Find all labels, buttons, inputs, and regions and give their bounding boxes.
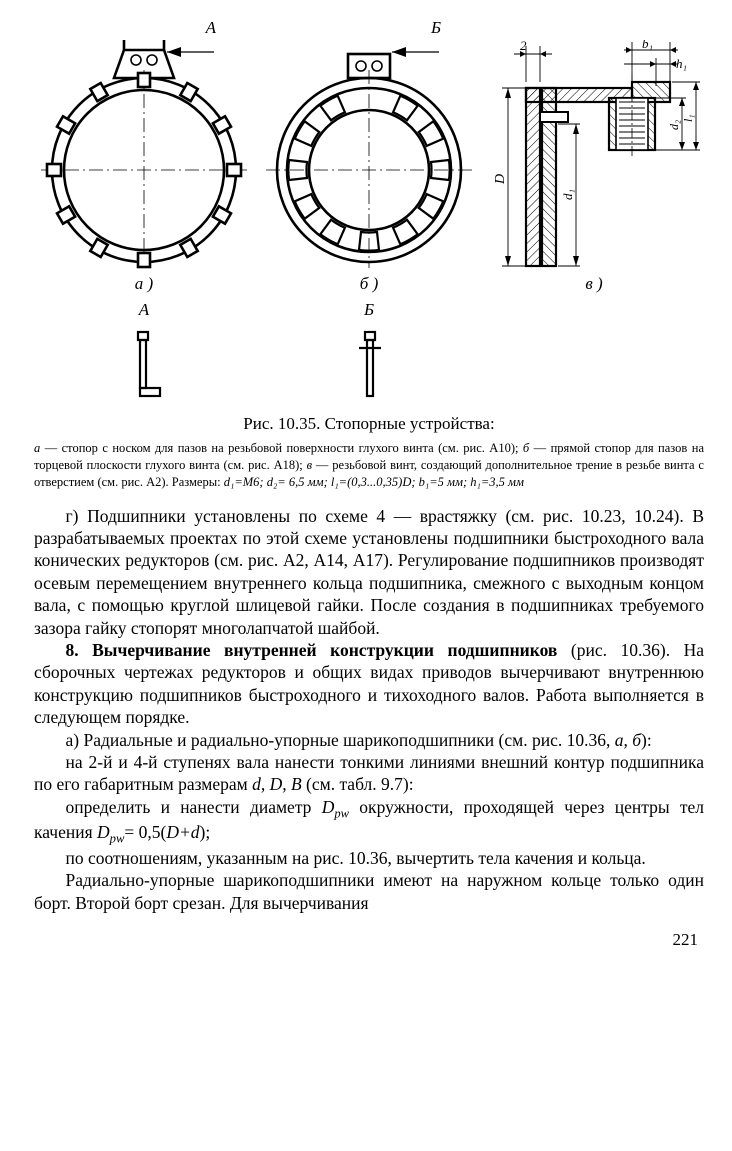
page-number: 221 — [34, 930, 704, 950]
page: А Б — [0, 0, 732, 968]
drawing-a — [39, 40, 249, 270]
sublabel-v: в ) — [484, 274, 704, 294]
para-step1: на 2-й и 4-й ступенях вала нанести тонки… — [34, 751, 704, 796]
body-text: г) Подшипники установлены по схеме 4 — в… — [34, 505, 704, 914]
sideview-a — [34, 326, 254, 404]
subfigure-b: б ) — [259, 40, 479, 294]
para-step2: определить и нанести диаметр Dpw окружно… — [34, 796, 704, 847]
dim-2: 2 — [520, 40, 527, 53]
para-step3: по соотношениям, указанным на рис. 10.36… — [34, 847, 704, 869]
figure-area: А Б — [34, 18, 704, 491]
para-g: г) Подшипники установлены по схеме 4 — в… — [34, 505, 704, 639]
section-label-b: Б — [259, 18, 479, 38]
dim-l1: l₁ — [681, 114, 695, 122]
figure-caption: Рис. 10.35. Стопорные устройства: — [34, 414, 704, 434]
dim-b1: b₁ — [642, 40, 653, 51]
sideview-b — [259, 326, 479, 404]
section-label-b2: Б — [259, 300, 479, 320]
section-label-a: А — [34, 18, 254, 38]
subfigure-a: а ) — [34, 40, 254, 294]
para-8: 8. Вычерчивание внутренней конструкции п… — [34, 639, 704, 729]
drawing-b — [264, 40, 474, 270]
dim-D: D — [493, 174, 508, 185]
drawing-v: 2 b₁ h₁ — [484, 40, 704, 270]
sublabel-b: б ) — [259, 274, 479, 294]
section-label-a2: А — [34, 300, 254, 320]
para-last: Радиально-упорные шарикоподшипники имеют… — [34, 869, 704, 914]
para-a: а) Радиальные и радиально-упорные шарико… — [34, 729, 704, 751]
dim-d1: d₁ — [560, 189, 575, 200]
figure-description: а — стопор с носком для пазов на резьбов… — [34, 440, 704, 491]
subfigure-v: 2 b₁ h₁ — [484, 40, 704, 294]
dim-d2: d₂ — [667, 120, 681, 130]
dim-h1: h₁ — [676, 56, 687, 71]
sublabel-a: а ) — [34, 274, 254, 294]
